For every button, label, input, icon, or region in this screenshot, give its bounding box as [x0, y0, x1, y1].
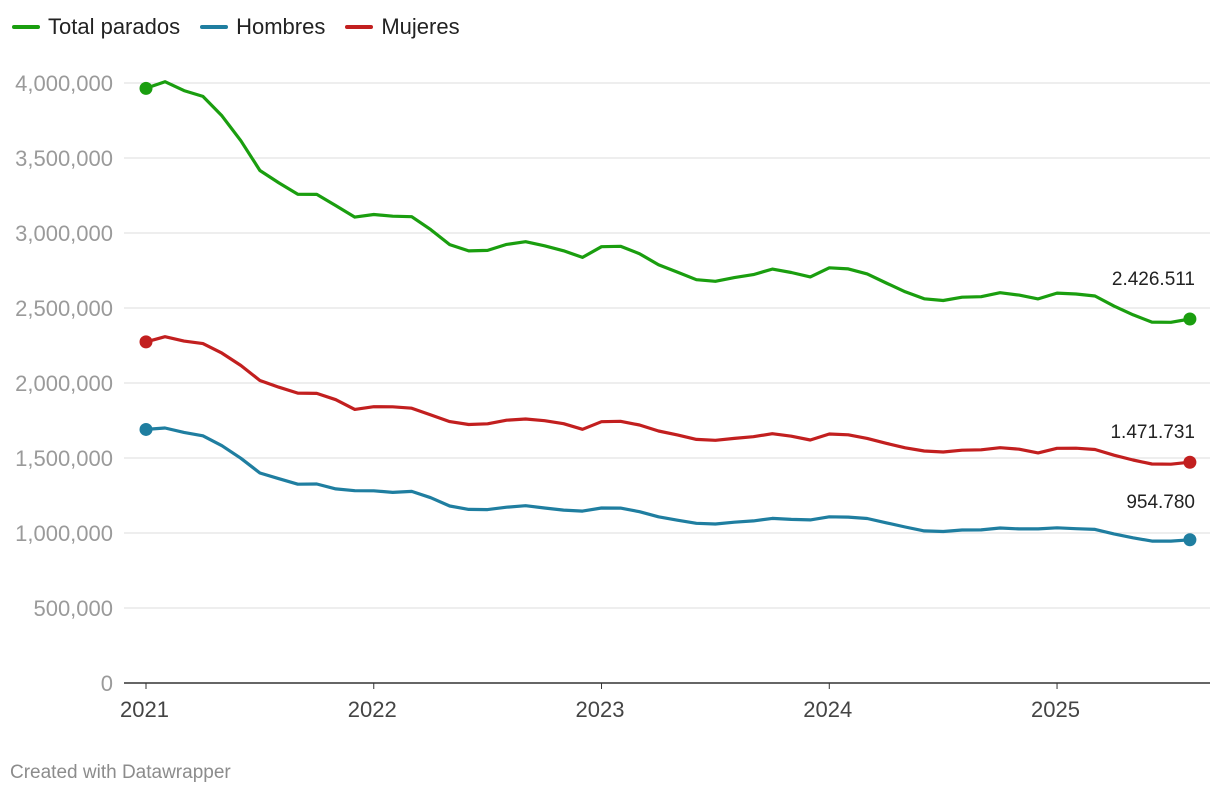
legend-item-hombres[interactable]: Hombres: [200, 14, 325, 40]
x-tick-label: 2023: [576, 697, 625, 722]
y-axis: 0 500,000 1,000,000 1,500,000 2,000,000 2,500…: [15, 71, 113, 696]
end-value-label: 1.471.731: [1110, 422, 1195, 443]
legend-swatch-hombres: [200, 25, 229, 29]
legend: Total parados Hombres Mujeres: [12, 14, 460, 40]
x-tick-label: 2022: [348, 697, 397, 722]
series-line-mujeres[interactable]: [144, 335, 1192, 466]
series-start-point[interactable]: [139, 335, 153, 349]
y-tick-label: 4,000,000: [15, 71, 113, 96]
y-tick-label: 3,500,000: [15, 146, 113, 171]
y-tick-label: 2,500,000: [15, 296, 113, 321]
y-tick-label: 3,000,000: [15, 221, 113, 246]
series-start-point[interactable]: [139, 81, 153, 95]
series-end-point[interactable]: [1183, 455, 1197, 469]
series-line-hombres[interactable]: [144, 426, 1192, 543]
legend-swatch-total: [12, 25, 40, 29]
series-line-total-parados[interactable]: [144, 80, 1192, 324]
end-value-label: 2.426.511: [1112, 269, 1195, 290]
series-end-point[interactable]: [1183, 312, 1197, 326]
y-tick-label: 500,000: [33, 596, 113, 621]
x-tick-label: 2021: [120, 697, 169, 722]
legend-label-total: Total parados: [48, 14, 181, 39]
series-group: [139, 80, 1197, 547]
y-tick-label: 2,000,000: [15, 371, 113, 396]
legend-label-mujeres: Mujeres: [381, 14, 460, 39]
legend-label-hombres: Hombres: [236, 14, 326, 39]
x-tick-label: 2025: [1031, 697, 1080, 722]
legend-item-mujeres[interactable]: Mujeres: [345, 14, 460, 40]
grid-lines: [124, 82, 1210, 684]
footer-credit[interactable]: Created with Datawrapper: [10, 762, 231, 783]
legend-item-total[interactable]: Total parados: [12, 14, 180, 40]
y-tick-label: 1,000,000: [15, 521, 113, 546]
series-start-point[interactable]: [139, 422, 153, 436]
series-end-point[interactable]: [1183, 533, 1197, 547]
y-tick-label: 0: [101, 671, 113, 696]
x-tick-label: 2024: [803, 697, 852, 722]
legend-swatch-mujeres: [345, 25, 374, 29]
end-value-label: 954.780: [1126, 492, 1195, 513]
data-labels: 2.426.511 954.780 1.471.731: [1110, 269, 1195, 513]
y-tick-label: 1,500,000: [15, 446, 113, 471]
x-axis: 2021 2022 2023 2024 2025: [120, 683, 1080, 722]
